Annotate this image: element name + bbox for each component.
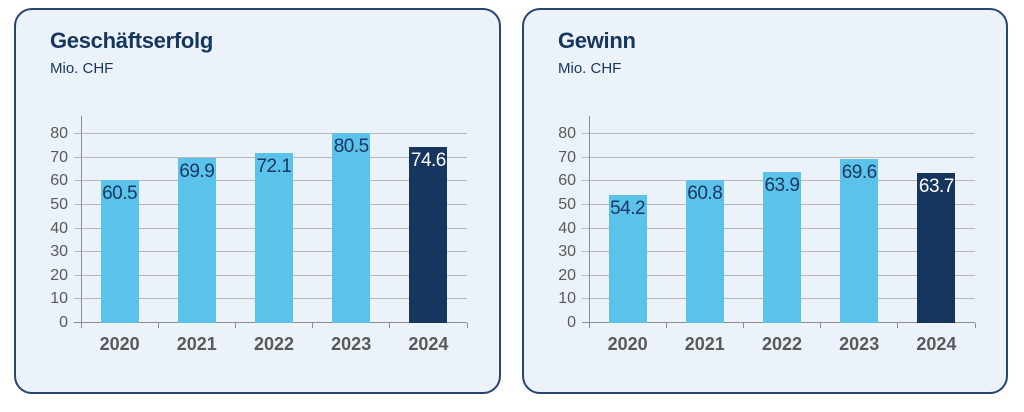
y-axis-line: [589, 116, 590, 323]
bar-2022: [763, 172, 801, 323]
geschaeftserfolg-card: Geschäftserfolg Mio. CHF 0 10 20 30 40 50 60 70…: [14, 8, 501, 394]
y-tick-label: 40: [50, 219, 68, 237]
bar-2024: [409, 146, 448, 323]
gridline: [582, 156, 975, 158]
y-tick-label: 70: [558, 148, 576, 166]
value-label: 54.2: [610, 198, 646, 220]
chart-unit-label: Mio. CHF: [558, 60, 622, 77]
value-label: 63.7: [918, 175, 954, 197]
category-label: 2024: [408, 334, 449, 354]
x-axis-tick: [897, 323, 899, 328]
x-axis-tick: [742, 323, 744, 328]
value-label: 60.8: [687, 182, 723, 204]
category-label: 2022: [761, 334, 802, 354]
bar-2021: [177, 158, 216, 323]
y-tick-label: 50: [50, 196, 68, 213]
category-label: 2022: [253, 334, 294, 354]
y-tick-label: 70: [50, 148, 68, 166]
y-tick-label: 0: [59, 314, 68, 331]
value-label: 69.9: [179, 161, 215, 183]
plot-area: 0 10 20 30 40 50 60 70 80 54.2 2020 60.8 2021 63.9 202…: [558, 116, 976, 354]
x-axis-tick: [665, 323, 667, 328]
bar-2023: [332, 133, 371, 323]
category-label: 2023: [331, 334, 372, 354]
x-axis-tick: [157, 323, 159, 328]
y-tick-label: 80: [558, 125, 576, 143]
y-tick-label: 50: [558, 196, 576, 213]
y-tick-label: 20: [50, 266, 68, 284]
y-tick-label: 60: [50, 172, 68, 190]
x-axis-tick: [588, 323, 590, 328]
value-label: 72.1: [256, 155, 292, 177]
y-tick-label: 40: [558, 219, 576, 237]
category-label: 2023: [839, 334, 880, 354]
bar-2023: [840, 158, 879, 323]
category-label: 2020: [99, 334, 140, 354]
y-tick-label: 30: [50, 243, 68, 261]
y-tick-label: 10: [558, 290, 576, 308]
gewinn-card: Gewinn Mio. CHF 0 10 20 30 40 50 60 70 80 54.2 202…: [522, 8, 1008, 394]
y-tick-label: 30: [558, 243, 576, 261]
value-label: 74.6: [410, 149, 446, 171]
y-tick-label: 10: [50, 290, 68, 308]
bar-2020: [608, 195, 647, 323]
chart-unit-label: Mio. CHF: [50, 60, 114, 77]
chart-title: Geschäftserfolg: [50, 28, 213, 53]
y-tick-label: 20: [558, 266, 576, 284]
value-label: 69.6: [841, 161, 877, 183]
x-axis-tick: [312, 323, 314, 328]
category-label: 2024: [916, 334, 957, 354]
bar-2021: [685, 179, 724, 323]
bar-2022: [255, 152, 293, 323]
value-label: 60.5: [102, 183, 138, 205]
gridline: [582, 133, 975, 135]
x-axis-tick: [389, 323, 391, 328]
value-label: 63.9: [764, 175, 800, 197]
bar-2024: [917, 172, 956, 323]
y-tick-label: 60: [558, 172, 576, 190]
chart-title: Gewinn: [558, 28, 636, 53]
plot-area: 0 10 20 30 40 50 60 70 80 60.5 2020 69.9 2021 72.1 202…: [50, 116, 468, 354]
x-axis-tick: [80, 323, 82, 328]
category-label: 2020: [607, 334, 648, 354]
gridline: [74, 133, 467, 135]
bar-2020: [100, 180, 139, 323]
y-tick-label: 0: [567, 314, 576, 331]
x-axis-tick: [974, 323, 976, 328]
x-axis-tick: [466, 323, 468, 328]
x-axis-tick: [234, 323, 236, 328]
x-axis-tick: [820, 323, 822, 328]
value-label: 80.5: [333, 136, 369, 158]
category-label: 2021: [176, 334, 217, 354]
y-axis-line: [81, 116, 82, 323]
y-tick-label: 80: [50, 125, 68, 143]
category-label: 2021: [684, 334, 725, 354]
